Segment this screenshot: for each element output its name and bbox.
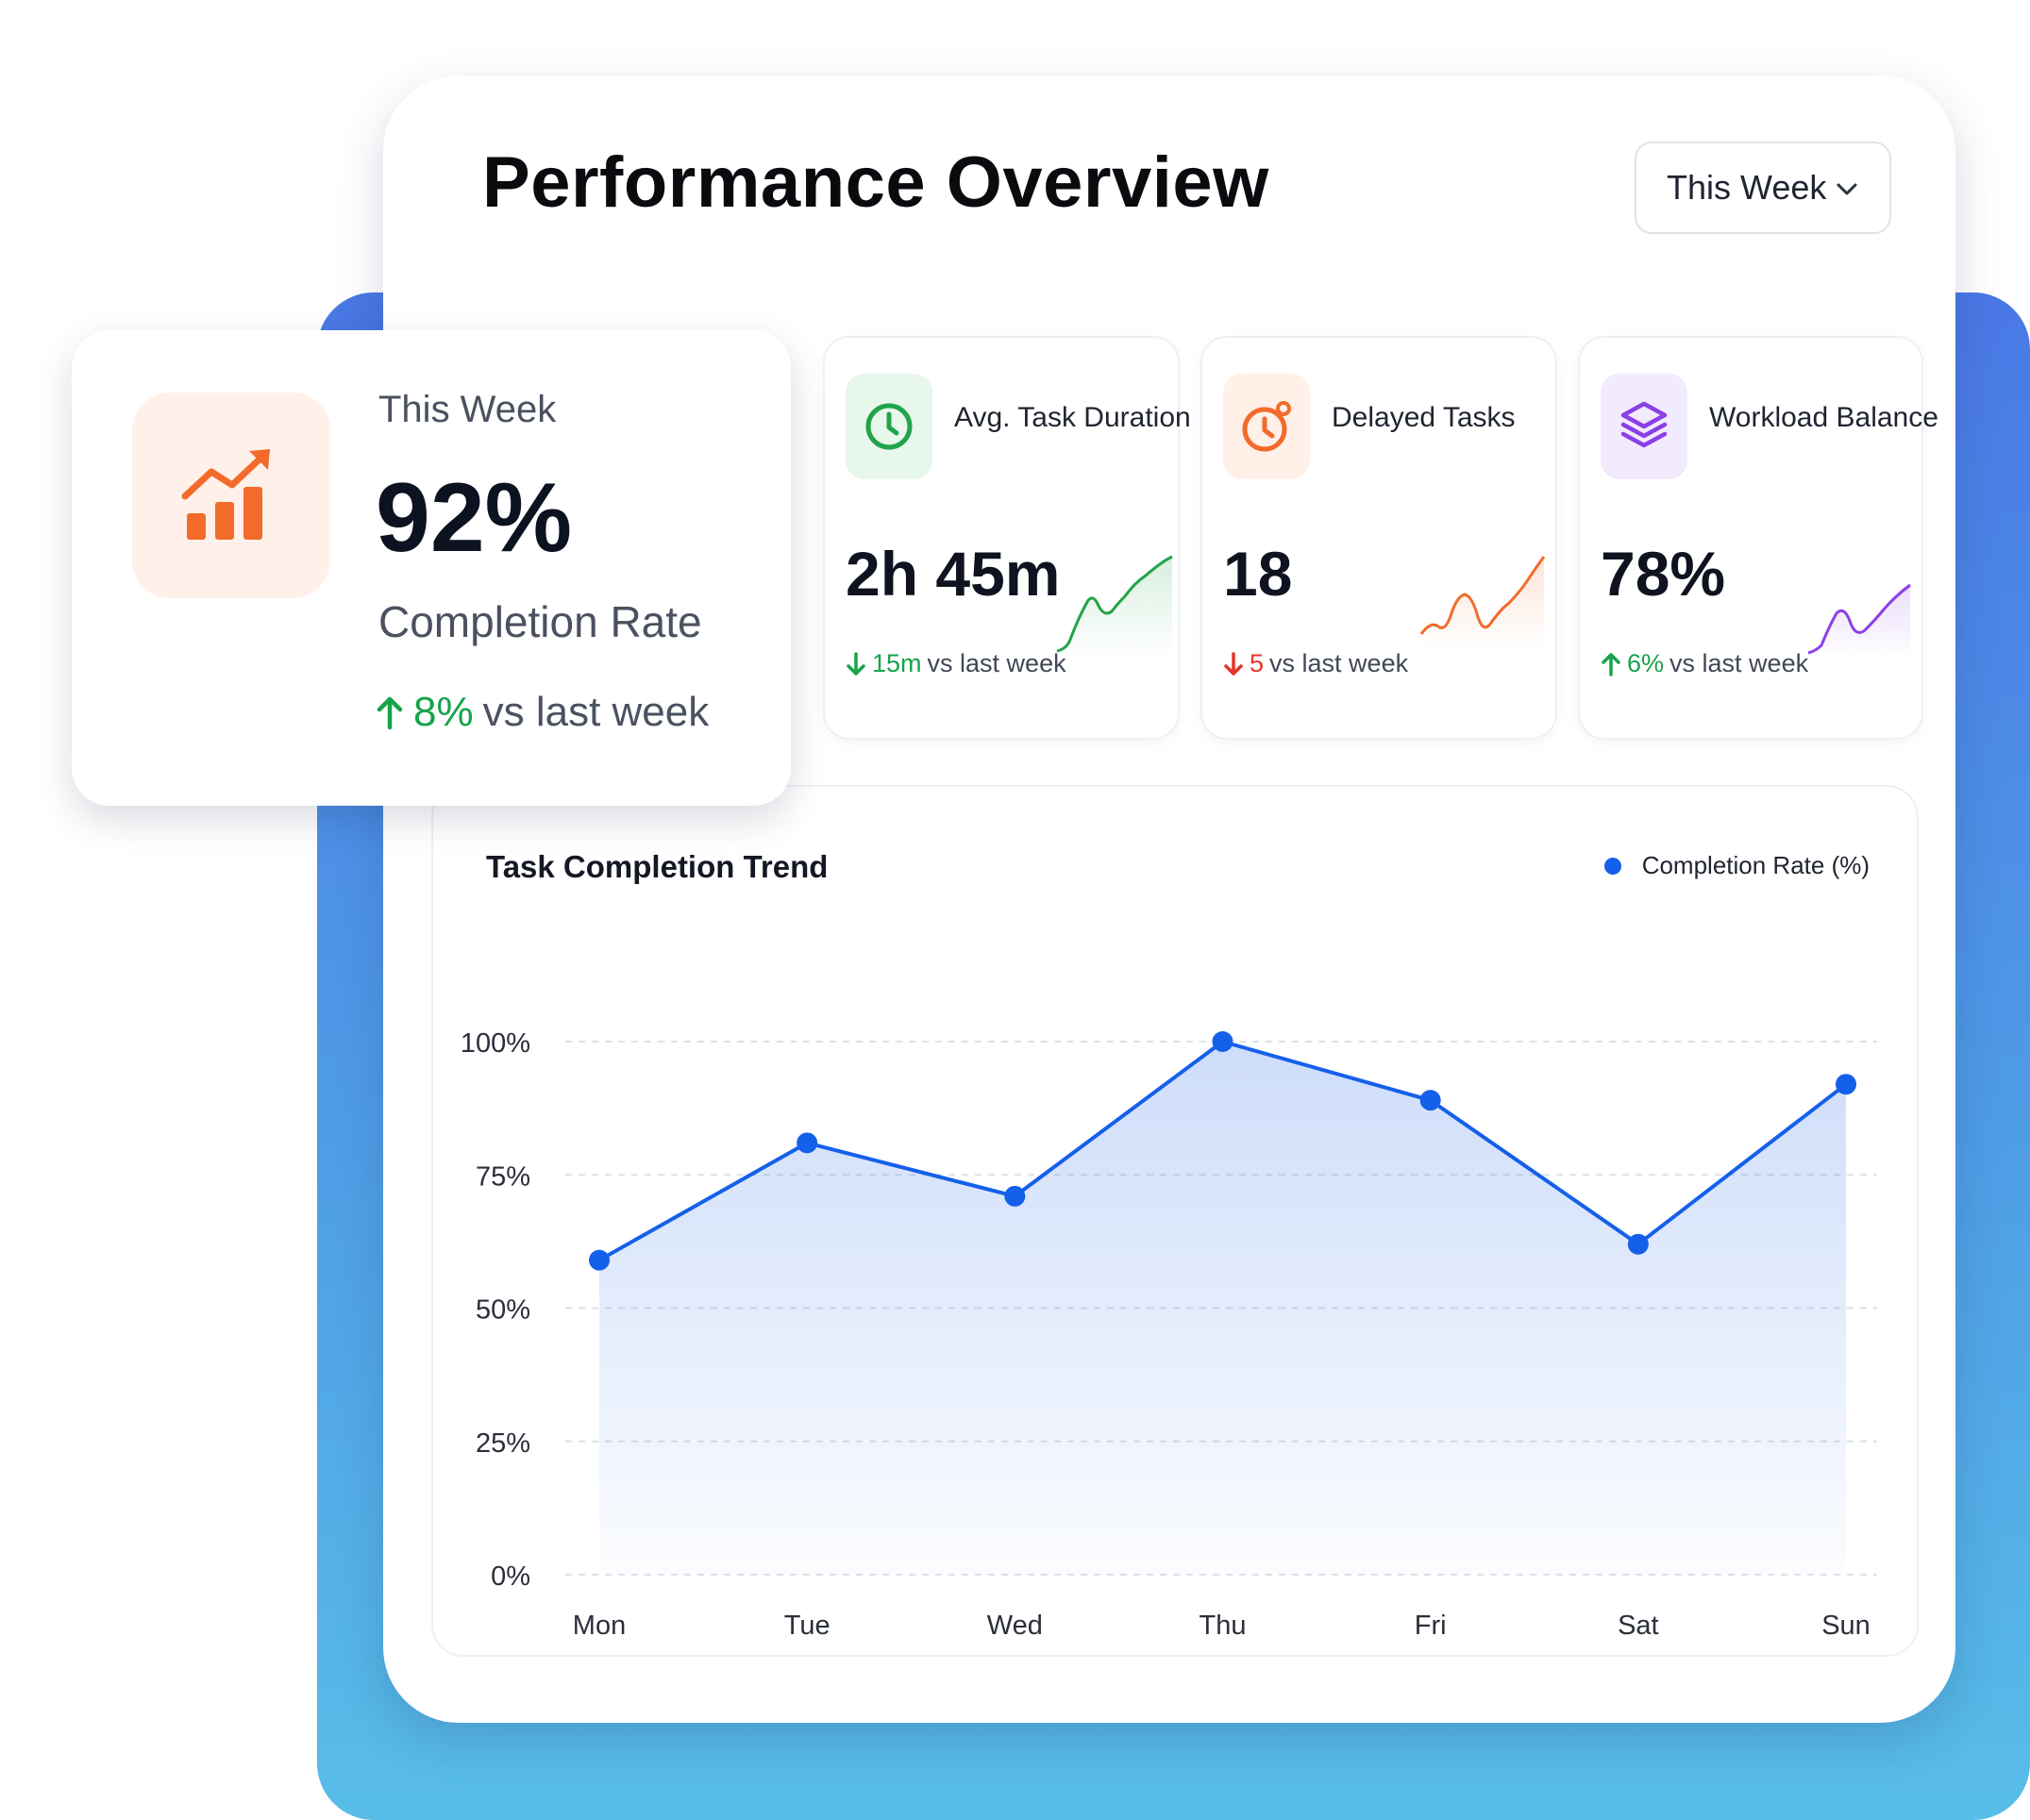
- y-tick-label: 50%: [476, 1295, 530, 1326]
- stopwatch-icon: [1242, 401, 1291, 452]
- x-tick-label: Fri: [1415, 1611, 1447, 1641]
- completion-rate-highlight-card[interactable]: This Week 92% Completion Rate 8% vs last…: [72, 330, 791, 806]
- task-completion-trend-card: Task Completion Trend Completion Rate (%…: [431, 785, 1919, 1657]
- layers-icon: [1620, 401, 1668, 448]
- kpi-icon-box: [846, 374, 932, 479]
- highlight-period: This Week: [378, 389, 557, 430]
- y-tick-label: 75%: [476, 1161, 530, 1192]
- data-point: [589, 1249, 610, 1271]
- kpi-value: 2h 45m: [846, 539, 1061, 609]
- kpi-icon-box: [1223, 374, 1310, 479]
- sparkline: [1807, 583, 1911, 659]
- period-dropdown[interactable]: This Week: [1635, 142, 1891, 234]
- sparkline: [1419, 556, 1546, 649]
- kpi-icon-box: [1601, 374, 1687, 479]
- y-tick-label: 100%: [461, 1028, 530, 1059]
- data-point: [1836, 1074, 1856, 1095]
- kpi-title: Delayed Tasks: [1332, 402, 1516, 433]
- kpi-delta-suffix: vs last week: [927, 649, 1066, 677]
- kpi-card-avg-task-duration[interactable]: Avg. Task Duration 2h 45m 15m vs last we…: [823, 336, 1191, 740]
- clock-icon: [865, 403, 913, 450]
- highlight-delta-value: 8%: [413, 689, 474, 735]
- line-chart: 0% 25% 50% 75% 100% Mon Tue Wed Thu Fri Sat Sun: [461, 1028, 1877, 1641]
- y-tick-label: 0%: [491, 1561, 530, 1592]
- data-point: [797, 1132, 818, 1154]
- kpi-delta-value: 5: [1250, 649, 1265, 677]
- data-point: [1212, 1031, 1233, 1052]
- chart-legend: Completion Rate (%): [1603, 851, 1870, 880]
- kpi-delta: 5 vs last week: [1223, 649, 1408, 678]
- kpi-card-delayed-tasks[interactable]: Delayed Tasks 18 5 vs last week: [1200, 336, 1557, 740]
- highlight-delta: 8% vs last week: [376, 689, 709, 736]
- kpi-delta-value: 15m: [872, 649, 922, 677]
- kpi-delta: 6% vs last week: [1601, 649, 1808, 678]
- legend-label: Completion Rate (%): [1641, 851, 1870, 879]
- highlight-icon-box: [132, 392, 330, 598]
- kpi-delta-suffix: vs last week: [1669, 649, 1809, 677]
- arrow-up-icon: [1602, 652, 1620, 676]
- arrow-down-icon: [847, 651, 865, 676]
- chart-title: Task Completion Trend: [486, 849, 829, 884]
- highlight-value: 92%: [376, 463, 573, 573]
- data-point: [1419, 1090, 1441, 1111]
- kpi-value: 78%: [1601, 539, 1726, 609]
- period-dropdown-label: This Week: [1667, 168, 1827, 207]
- kpi-title: Avg. Task Duration: [954, 402, 1191, 433]
- data-point: [1004, 1185, 1026, 1207]
- x-tick-label: Sun: [1821, 1611, 1871, 1641]
- x-tick-label: Tue: [784, 1611, 830, 1641]
- page-title: Performance Overview: [482, 142, 1269, 223]
- kpi-delta-suffix: vs last week: [1269, 649, 1409, 677]
- legend-marker: [1603, 857, 1621, 875]
- x-tick-label: Mon: [573, 1611, 626, 1641]
- series-area: [599, 1042, 1846, 1575]
- highlight-delta-suffix: vs last week: [482, 689, 710, 735]
- x-tick-label: Sat: [1618, 1611, 1659, 1641]
- highlight-label: Completion Rate: [378, 597, 702, 646]
- arrow-up-icon: [377, 696, 403, 730]
- data-point: [1627, 1233, 1649, 1255]
- kpi-delta: 15m vs last week: [846, 649, 1066, 678]
- kpi-card-workload-balance[interactable]: Workload Balance 78% 6% vs last week: [1578, 336, 1938, 740]
- arrow-down-icon: [1224, 651, 1243, 676]
- x-tick-label: Thu: [1200, 1611, 1247, 1641]
- kpi-title: Workload Balance: [1709, 402, 1938, 433]
- bar-chart-trend-up-icon: [181, 449, 270, 540]
- kpi-value: 18: [1223, 539, 1293, 609]
- chevron-down-icon: [1837, 183, 1857, 195]
- kpi-delta-value: 6%: [1627, 649, 1665, 677]
- performance-overview-card: Performance Overview This Week Avg. Task…: [383, 75, 1955, 1723]
- x-tick-label: Wed: [987, 1611, 1043, 1641]
- sparkline: [1056, 555, 1173, 659]
- y-tick-label: 25%: [476, 1428, 530, 1459]
